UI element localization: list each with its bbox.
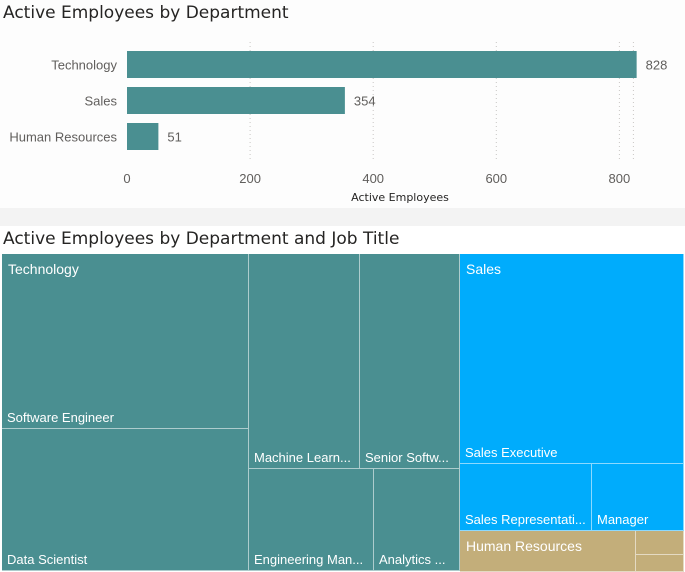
treemap-group-label: Human Resources bbox=[466, 538, 582, 554]
treemap-tile[interactable]: Data Scientist bbox=[2, 429, 249, 571]
bar bbox=[127, 51, 637, 78]
x-tick-label: 400 bbox=[362, 171, 384, 186]
treemap-tile-label: Data Scientist bbox=[7, 552, 88, 567]
bar-chart: 0 200 400 600 800 Technology 828 Sales 354 Human … bbox=[9, 42, 668, 204]
treemap-tile[interactable]: Sales Executive bbox=[460, 254, 684, 464]
treemap-tile[interactable]: Machine Learn... bbox=[249, 254, 360, 469]
treemap-tile-label: Sales Executive bbox=[465, 445, 558, 460]
treemap-tile-label: Sales Representati... bbox=[465, 512, 586, 527]
category-label: Sales bbox=[84, 94, 117, 109]
category-label: Human Resources bbox=[9, 130, 117, 145]
treemap-tile[interactable]: Senior Softw... bbox=[360, 254, 460, 469]
data-label: 51 bbox=[167, 130, 181, 145]
data-label: 828 bbox=[646, 58, 668, 73]
treemap-tile[interactable]: Engineering Man... bbox=[249, 469, 374, 571]
treemap-group-label: Technology bbox=[8, 261, 79, 277]
treemap-tile-label: Manager bbox=[597, 512, 649, 527]
treemap-tile[interactable]: Manager bbox=[592, 464, 684, 531]
x-tick-label: 200 bbox=[239, 171, 261, 186]
data-label: 354 bbox=[354, 94, 376, 109]
treemap-tile[interactable]: Sales Representati... bbox=[460, 464, 592, 531]
panel-divider bbox=[0, 208, 685, 226]
treemap-tile[interactable] bbox=[636, 555, 684, 572]
x-axis-title: Active Employees bbox=[351, 191, 449, 204]
treemap-tile-label: Senior Softw... bbox=[365, 450, 449, 465]
bar bbox=[127, 123, 159, 150]
bar bbox=[127, 87, 345, 114]
treemap-tile[interactable]: Analytics ... bbox=[374, 469, 460, 571]
treemap-tile[interactable]: Software Engineer bbox=[2, 254, 249, 429]
bar-chart-title: Active Employees by Department bbox=[3, 3, 289, 23]
treemap-group-label: Sales bbox=[466, 261, 502, 277]
x-tick-label: 600 bbox=[485, 171, 507, 186]
treemap-tile[interactable] bbox=[636, 531, 684, 555]
x-tick-label: 800 bbox=[609, 171, 631, 186]
category-label: Technology bbox=[51, 58, 117, 73]
treemap-tile-label: Engineering Man... bbox=[254, 552, 364, 567]
treemap-tile-label: Software Engineer bbox=[7, 410, 114, 425]
treemap-title: Active Employees by Department and Job T… bbox=[3, 229, 400, 249]
treemap-tile-label: Machine Learn... bbox=[254, 450, 351, 465]
treemap-tile-label: Analytics ... bbox=[379, 552, 446, 567]
x-tick-label: 0 bbox=[123, 171, 130, 186]
